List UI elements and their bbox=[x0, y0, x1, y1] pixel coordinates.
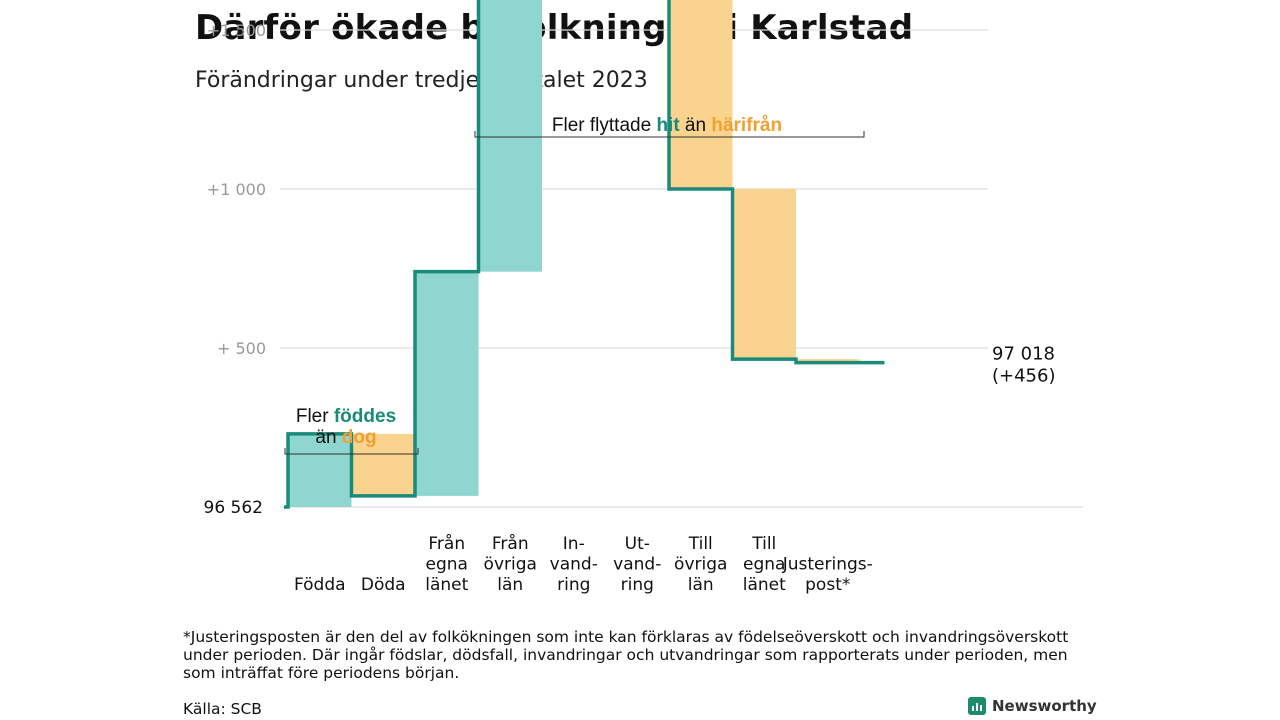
annotation-text: än bbox=[680, 115, 712, 136]
y-tick-label: +1 000 bbox=[207, 180, 266, 199]
annotation-highlight-died: dog bbox=[342, 427, 377, 448]
annotation-text: Fler flyttade bbox=[552, 115, 657, 136]
category-label: Justerings- bbox=[782, 555, 873, 575]
births-bracket bbox=[284, 448, 419, 455]
category-label: Till bbox=[688, 534, 713, 554]
end-value-label: 97 018 bbox=[992, 344, 1055, 365]
waterfall-bar bbox=[288, 433, 352, 507]
end-change-label: (+456) bbox=[992, 366, 1055, 387]
annotation-text: än bbox=[315, 427, 341, 448]
annotation-highlight-hit: hit bbox=[656, 115, 680, 136]
category-label: ring bbox=[557, 575, 590, 595]
waterfall-bar bbox=[415, 271, 479, 496]
category-label: övriga bbox=[674, 555, 727, 575]
newsworthy-logo: Newsworthy bbox=[968, 697, 1097, 715]
chart-title: Därför ökade befolkningen i Karlstad bbox=[195, 8, 914, 48]
footnote: *Justeringsposten är den del av folkökni… bbox=[183, 628, 1069, 682]
annotation-highlight-born: föddes bbox=[334, 406, 396, 427]
step-line bbox=[284, 0, 885, 509]
migration-bracket bbox=[474, 131, 865, 138]
category-label: länet bbox=[425, 575, 468, 595]
category-label: Födda bbox=[294, 575, 346, 595]
waterfall-bar bbox=[351, 433, 415, 496]
category-label: egna bbox=[426, 555, 468, 575]
annotation-highlight-harifran: härifrån bbox=[711, 115, 782, 136]
births-annotation-line1: Fler föddes bbox=[296, 406, 396, 427]
category-label: Från bbox=[492, 533, 529, 554]
line-layer bbox=[284, 0, 885, 509]
category-label: post* bbox=[805, 575, 850, 595]
births-annotation-line2: än dog bbox=[315, 427, 376, 448]
category-label: vand- bbox=[550, 555, 598, 575]
waterfall-bar bbox=[732, 189, 796, 360]
category-label: In- bbox=[563, 534, 585, 554]
y-tick-label: + 500 bbox=[217, 339, 266, 358]
category-label: ring bbox=[621, 575, 654, 595]
category-label: län bbox=[688, 575, 714, 595]
category-label: Ut- bbox=[625, 534, 650, 554]
brand-name: Newsworthy bbox=[992, 697, 1097, 715]
waterfall-bar bbox=[478, 0, 542, 272]
category-label: Till bbox=[751, 534, 776, 554]
source-label: Källa: SCB bbox=[183, 700, 262, 718]
chart-subtitle: Förändringar under tredje kvartalet 2023 bbox=[195, 68, 648, 93]
category-label: egna bbox=[743, 555, 785, 575]
y-tick-label: +1 500 bbox=[207, 21, 266, 40]
start-value-label: 96 562 bbox=[204, 498, 263, 518]
waterfall-bar bbox=[669, 0, 733, 189]
category-label: Från bbox=[428, 533, 465, 554]
migration-annotation: Fler flyttade hit än härifrån bbox=[552, 115, 782, 136]
category-label: vand- bbox=[613, 555, 661, 575]
annotation-text: Fler bbox=[296, 406, 334, 427]
grid-layer: + 500+1 000+1 500+2 000 bbox=[207, 21, 1083, 508]
category-label: Döda bbox=[361, 575, 406, 595]
category-label: övriga bbox=[484, 555, 537, 575]
category-label: län bbox=[497, 575, 523, 595]
bars-layer bbox=[288, 0, 860, 507]
category-label: länet bbox=[743, 575, 786, 595]
newsworthy-icon bbox=[968, 697, 986, 715]
